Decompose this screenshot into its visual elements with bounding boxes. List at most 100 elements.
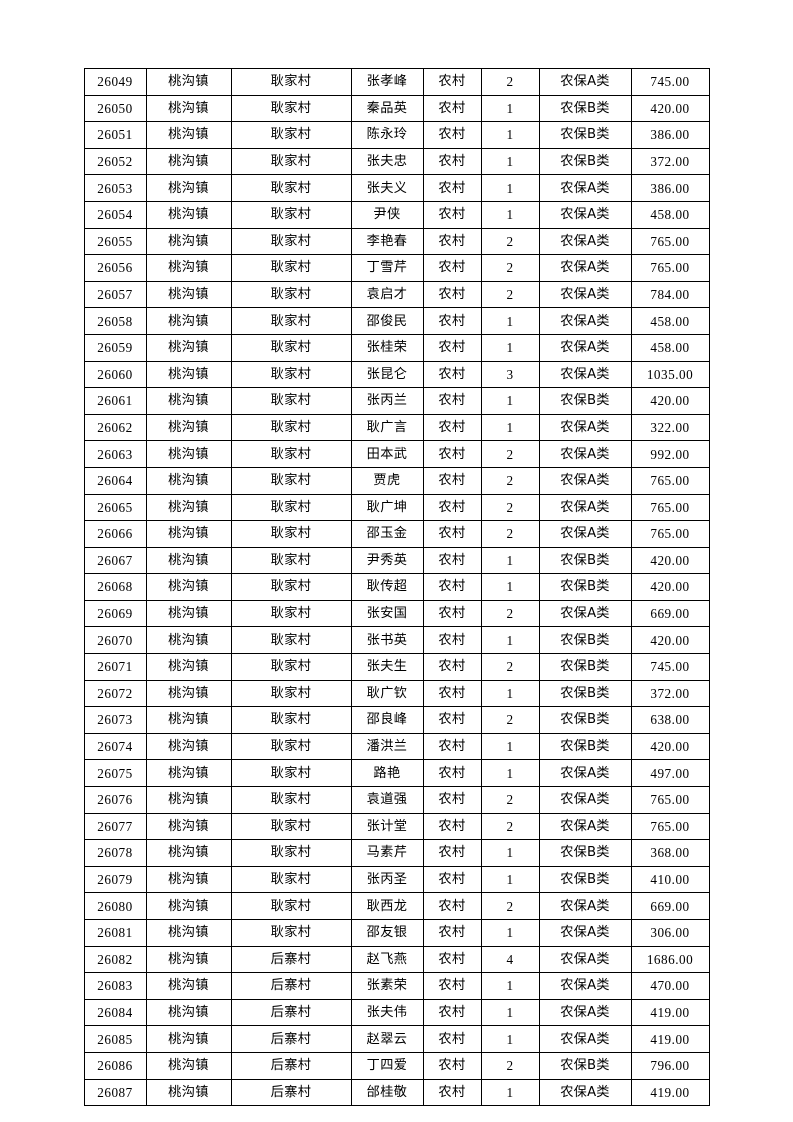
cell-plan: 农保B类 [538, 679, 632, 708]
cell-amount: 669.00 [630, 599, 710, 628]
table-row: 26068 桃沟镇 耿家村 耿传超 农村 1 农保B类 420.00 [83, 573, 710, 601]
table-row: 26049 桃沟镇 耿家村 张孝峰 农村 2 农保A类 745.00 [83, 68, 710, 96]
cell-type: 农村 [422, 786, 482, 814]
cell-town: 桃沟镇 [145, 121, 232, 149]
cell-type: 农村 [422, 732, 482, 761]
cell-id: 26057 [83, 280, 147, 309]
cell-count: 1 [480, 147, 540, 176]
table-row: 26059 桃沟镇 耿家村 张桂荣 农村 1 农保A类 458.00 [83, 333, 710, 362]
cell-village: 耿家村 [230, 865, 352, 894]
cell-type: 农村 [422, 945, 482, 974]
table-row: 26073 桃沟镇 耿家村 邵良峰 农村 2 农保B类 638.00 [83, 706, 710, 734]
cell-name: 张夫伟 [350, 998, 424, 1027]
cell-name: 张丙兰 [350, 387, 424, 415]
cell-name: 尹秀英 [350, 546, 424, 575]
cell-name: 张夫忠 [350, 147, 424, 176]
cell-name: 邵玉金 [350, 520, 424, 548]
cell-amount: 765.00 [630, 786, 710, 814]
cell-id: 26086 [83, 1051, 147, 1080]
table-row: 26086 桃沟镇 后寨村 丁四爱 农村 2 农保B类 796.00 [83, 1051, 710, 1080]
cell-plan: 农保B类 [538, 121, 632, 149]
cell-amount: 1686.00 [630, 945, 710, 974]
cell-town: 桃沟镇 [145, 280, 232, 309]
cell-count: 1 [480, 1078, 540, 1107]
cell-amount: 419.00 [630, 998, 710, 1027]
cell-id: 26066 [83, 520, 147, 548]
cell-count: 1 [480, 413, 540, 442]
cell-id: 26060 [83, 360, 147, 389]
cell-count: 1 [480, 1025, 540, 1053]
cell-count: 2 [480, 440, 540, 468]
cell-name: 耿传超 [350, 573, 424, 601]
cell-amount: 386.00 [630, 174, 710, 202]
cell-id: 26063 [83, 440, 147, 468]
cell-count: 1 [480, 839, 540, 867]
cell-plan: 农保B类 [538, 865, 632, 894]
cell-village: 后寨村 [230, 945, 352, 974]
cell-plan: 农保A类 [538, 360, 632, 389]
roster-table: 26049 桃沟镇 耿家村 张孝峰 农村 2 农保A类 745.00 26050 桃沟镇 耿家村 秦品… [83, 68, 710, 1107]
cell-count: 2 [480, 280, 540, 309]
cell-id: 26072 [83, 679, 147, 708]
cell-village: 耿家村 [230, 68, 352, 96]
cell-id: 26064 [83, 466, 147, 495]
cell-id: 26061 [83, 387, 147, 415]
cell-type: 农村 [422, 466, 482, 495]
cell-amount: 368.00 [630, 839, 710, 867]
cell-amount: 470.00 [630, 972, 710, 1000]
cell-type: 农村 [422, 200, 482, 229]
cell-village: 后寨村 [230, 972, 352, 1000]
cell-plan: 农保B类 [538, 573, 632, 601]
table-row: 26063 桃沟镇 耿家村 田本武 农村 2 农保A类 992.00 [83, 440, 710, 468]
cell-town: 桃沟镇 [145, 94, 232, 123]
table-row: 26062 桃沟镇 耿家村 耿广言 农村 1 农保A类 322.00 [83, 413, 710, 442]
cell-town: 桃沟镇 [145, 254, 232, 282]
cell-village: 耿家村 [230, 892, 352, 920]
table-row: 26077 桃沟镇 耿家村 张计堂 农村 2 农保A类 765.00 [83, 812, 710, 841]
cell-count: 1 [480, 679, 540, 708]
cell-amount: 458.00 [630, 307, 710, 335]
cell-village: 耿家村 [230, 839, 352, 867]
roster-table-body: 26049 桃沟镇 耿家村 张孝峰 农村 2 农保A类 745.00 26050 桃沟镇 耿家村 秦品… [83, 68, 710, 1107]
table-row: 26056 桃沟镇 耿家村 丁雪芹 农村 2 农保A类 765.00 [83, 254, 710, 282]
cell-id: 26075 [83, 759, 147, 788]
cell-name: 张素荣 [350, 972, 424, 1000]
cell-type: 农村 [422, 307, 482, 335]
cell-count: 1 [480, 865, 540, 894]
cell-name: 张书英 [350, 626, 424, 655]
cell-amount: 765.00 [630, 254, 710, 282]
cell-type: 农村 [422, 998, 482, 1027]
cell-name: 袁启才 [350, 280, 424, 309]
cell-id: 26050 [83, 94, 147, 123]
cell-type: 农村 [422, 679, 482, 708]
cell-plan: 农保A类 [538, 174, 632, 202]
cell-name: 贾虎 [350, 466, 424, 495]
cell-name: 邵俊民 [350, 307, 424, 335]
cell-count: 1 [480, 307, 540, 335]
cell-name: 李艳春 [350, 227, 424, 256]
table-row: 26065 桃沟镇 耿家村 耿广坤 农村 2 农保A类 765.00 [83, 493, 710, 522]
table-row: 26085 桃沟镇 后寨村 赵翠云 农村 1 农保A类 419.00 [83, 1025, 710, 1053]
cell-name: 田本武 [350, 440, 424, 468]
cell-type: 农村 [422, 1078, 482, 1107]
cell-amount: 638.00 [630, 706, 710, 734]
cell-id: 26079 [83, 865, 147, 894]
cell-id: 26074 [83, 732, 147, 761]
table-row: 26082 桃沟镇 后寨村 赵飞燕 农村 4 农保A类 1686.00 [83, 945, 710, 974]
cell-type: 农村 [422, 227, 482, 256]
cell-village: 后寨村 [230, 998, 352, 1027]
cell-type: 农村 [422, 546, 482, 575]
cell-id: 26080 [83, 892, 147, 920]
cell-amount: 765.00 [630, 812, 710, 841]
table-row: 26050 桃沟镇 耿家村 秦品英 农村 1 农保B类 420.00 [83, 94, 710, 123]
cell-plan: 农保A类 [538, 759, 632, 788]
table-row: 26071 桃沟镇 耿家村 张夫生 农村 2 农保B类 745.00 [83, 653, 710, 681]
cell-type: 农村 [422, 520, 482, 548]
cell-type: 农村 [422, 573, 482, 601]
cell-village: 后寨村 [230, 1051, 352, 1080]
cell-count: 1 [480, 387, 540, 415]
cell-amount: 419.00 [630, 1078, 710, 1107]
cell-type: 农村 [422, 147, 482, 176]
cell-amount: 420.00 [630, 546, 710, 575]
cell-village: 耿家村 [230, 786, 352, 814]
